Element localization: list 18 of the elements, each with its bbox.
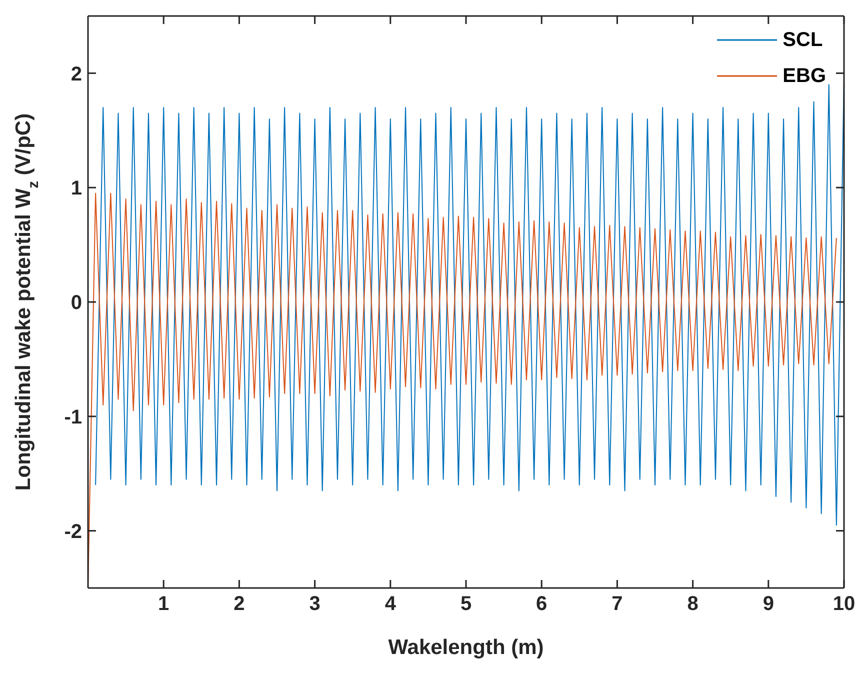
x-tick-label: 2 <box>234 593 245 616</box>
y-tick-label: -1 <box>64 406 82 428</box>
y-tick-label: 2 <box>70 63 82 86</box>
x-tick-label: 8 <box>687 593 698 616</box>
y-tick-label: 0 <box>70 292 82 314</box>
y-tick-label: -2 <box>64 520 82 543</box>
x-tick-label: 7 <box>612 593 623 616</box>
legend-label: SCL <box>782 28 823 53</box>
x-axis-title: Wakelength (m) <box>388 636 544 659</box>
x-tick-label: 6 <box>536 593 548 616</box>
x-tick-label: 5 <box>460 593 472 616</box>
x-tick-label: 9 <box>762 593 774 616</box>
legend-label: EBG <box>782 64 826 89</box>
y-tick-label: 1 <box>70 178 82 200</box>
x-tick-label: 4 <box>384 593 397 616</box>
x-tick-label: 10 <box>832 593 856 616</box>
x-tick-label: 3 <box>309 593 320 616</box>
x-tick-label: 1 <box>158 593 170 616</box>
